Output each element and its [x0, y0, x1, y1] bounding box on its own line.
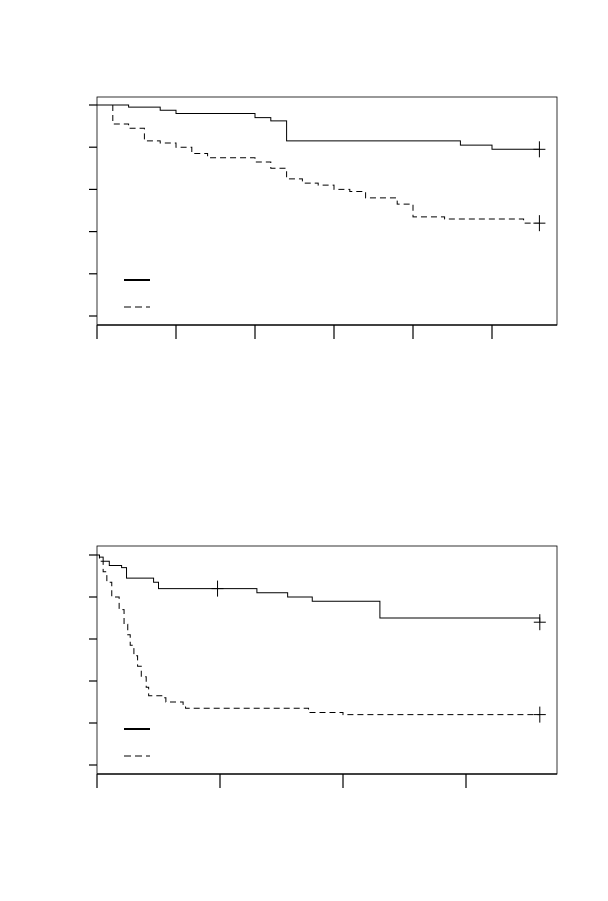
- series-dashed-curve: [112, 105, 540, 224]
- km-chart-2: [89, 545, 558, 788]
- series-dashed-curve: [97, 554, 540, 716]
- plot-frame: [96, 96, 558, 326]
- km-chart-1: [89, 96, 558, 339]
- plot-frame: [96, 545, 558, 775]
- series-solid-curve: [97, 554, 541, 623]
- series-solid-curve: [97, 104, 540, 150]
